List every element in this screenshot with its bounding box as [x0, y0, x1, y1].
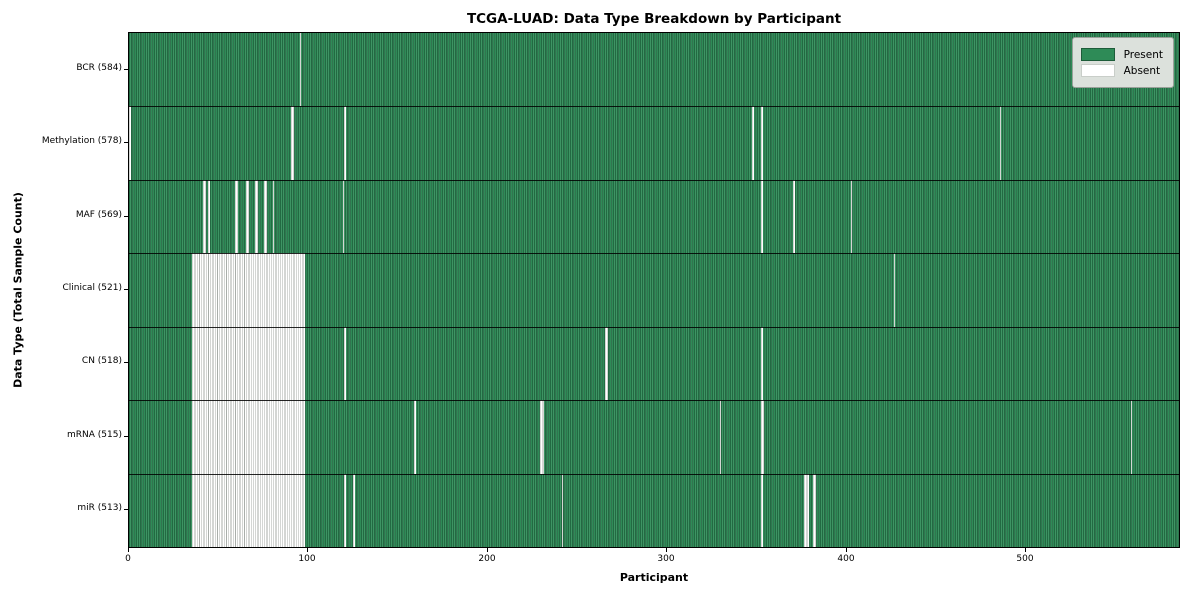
- y-tick-label: Methylation (578): [41, 136, 122, 146]
- absent-block: [245, 179, 250, 254]
- x-tick: [307, 548, 308, 552]
- y-tick: [124, 69, 128, 70]
- absent-block: [803, 473, 810, 547]
- absent-block: [191, 326, 305, 401]
- absent-block: [812, 473, 817, 547]
- legend: Present Absent: [1071, 37, 1174, 88]
- absent-block: [893, 253, 896, 327]
- y-tick-label: Clinical (521): [62, 283, 122, 293]
- absent-block: [414, 400, 417, 474]
- absent-block: [344, 473, 347, 547]
- absent-block: [850, 179, 853, 254]
- y-tick-label: mRNA (515): [67, 430, 122, 440]
- absent-block: [191, 400, 305, 474]
- legend-label-absent: Absent: [1123, 64, 1161, 77]
- absent-block: [207, 179, 210, 254]
- absent-swatch-icon: [1080, 64, 1115, 77]
- y-tick: [124, 362, 128, 363]
- absent-block: [272, 179, 275, 254]
- chart-title: TCGA-LUAD: Data Type Breakdown by Partic…: [466, 11, 842, 27]
- row-divider: [129, 253, 1179, 255]
- absent-block: [299, 33, 302, 107]
- row-divider: [129, 473, 1179, 475]
- legend-label-present: Present: [1123, 48, 1163, 61]
- x-tick: [487, 548, 488, 552]
- absent-block: [719, 400, 722, 474]
- x-axis-label: Participant: [619, 571, 689, 584]
- absent-block: [263, 179, 268, 254]
- absent-block: [760, 400, 765, 474]
- absent-block: [202, 179, 207, 254]
- row-divider: [129, 106, 1179, 108]
- absent-block: [191, 253, 305, 327]
- row-divider: [129, 179, 1179, 181]
- absent-block: [191, 473, 305, 547]
- y-tick: [124, 142, 128, 143]
- legend-item-present: Present: [1080, 48, 1163, 61]
- y-tick-label: MAF (569): [75, 210, 122, 220]
- x-tick-label: 400: [837, 554, 855, 564]
- absent-block: [760, 326, 763, 401]
- x-tick-label: 100: [298, 554, 316, 564]
- plot-area: [128, 32, 1180, 548]
- y-tick: [124, 289, 128, 290]
- legend-item-absent: Absent: [1080, 64, 1163, 77]
- absent-block: [344, 106, 347, 180]
- absent-block: [129, 106, 131, 180]
- x-tick-label: 500: [1016, 554, 1034, 564]
- absent-block: [999, 106, 1002, 180]
- absent-block: [540, 400, 544, 474]
- x-tick-label: 300: [657, 554, 675, 564]
- absent-block: [234, 179, 239, 254]
- absent-block: [344, 326, 347, 401]
- row-divider: [129, 326, 1179, 328]
- present-swatch-icon: [1080, 48, 1115, 61]
- absent-block: [760, 179, 763, 254]
- absent-block: [760, 106, 763, 180]
- absent-block: [1130, 400, 1133, 474]
- absent-block: [342, 179, 345, 254]
- absent-block: [793, 179, 795, 254]
- x-tick-label: 200: [478, 554, 496, 564]
- x-tick: [1025, 548, 1026, 552]
- absent-block: [561, 473, 564, 547]
- absent-block: [353, 473, 356, 547]
- y-tick-label: BCR (584): [76, 63, 122, 73]
- y-tick-label: CN (518): [81, 356, 122, 366]
- absent-block: [604, 326, 609, 401]
- x-tick-label: 0: [125, 554, 131, 564]
- absent-block: [254, 179, 259, 254]
- y-tick-label: miR (513): [77, 503, 122, 513]
- y-tick: [124, 216, 128, 217]
- x-tick: [666, 548, 667, 552]
- y-tick: [124, 436, 128, 437]
- absent-block: [290, 106, 295, 180]
- x-tick: [846, 548, 847, 552]
- absent-block: [751, 106, 754, 180]
- row-divider: [129, 400, 1179, 402]
- absent-block: [760, 473, 763, 547]
- x-tick: [128, 548, 129, 552]
- y-tick: [124, 509, 128, 510]
